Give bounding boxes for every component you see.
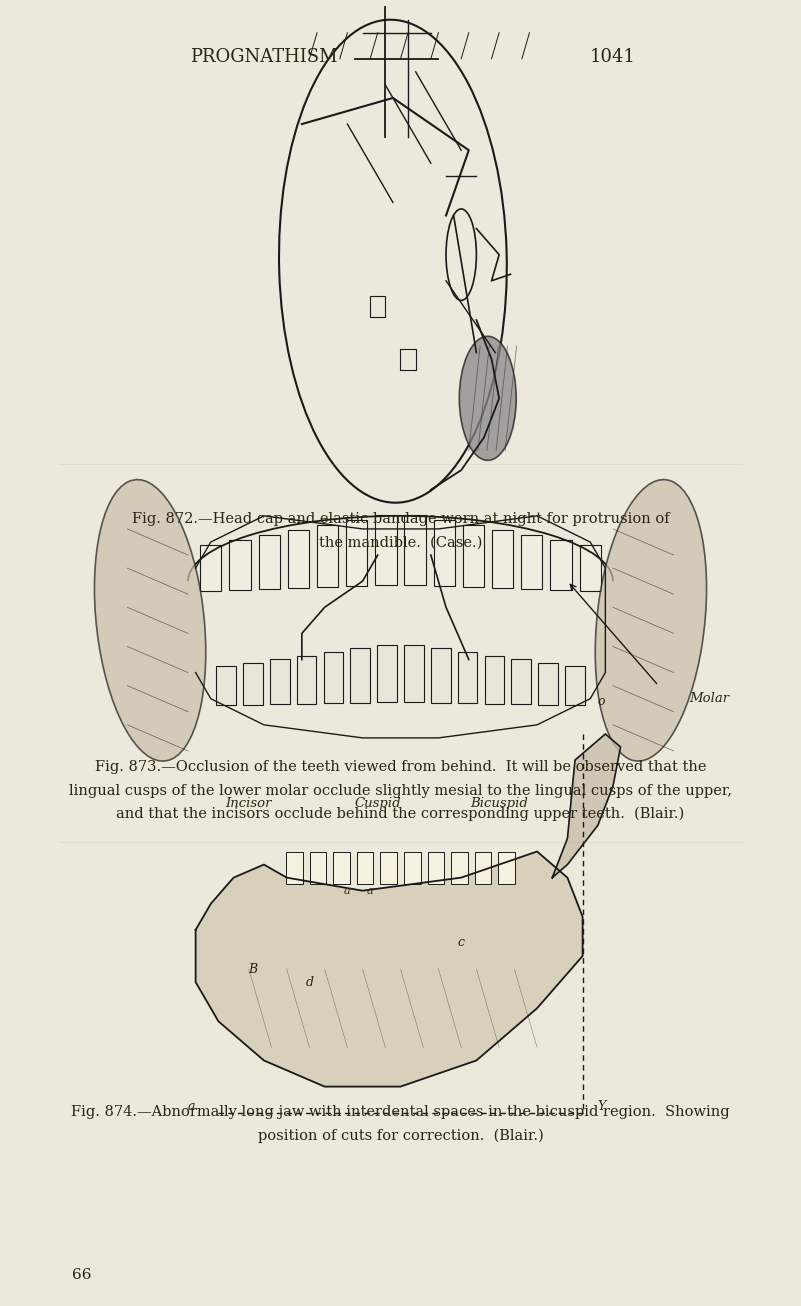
Bar [270,660,289,704]
Text: Cuspid: Cuspid [354,797,401,810]
Bar [377,645,397,703]
Bar [538,662,558,705]
Bar [512,660,531,704]
Text: o: o [598,695,606,708]
Polygon shape [552,734,621,878]
Text: Fig. 873.—Occlusion of the teeth viewed from behind.  It will be observed that t: Fig. 873.—Occlusion of the teeth viewed … [95,760,706,774]
Bar [492,530,513,588]
Text: a: a [344,885,351,896]
Text: Bicuspid: Bicuspid [470,797,528,810]
Bar [550,541,572,590]
Text: position of cuts for correction.  (Blair.): position of cuts for correction. (Blair.… [258,1128,543,1143]
Text: Incisor: Incisor [226,797,272,810]
Bar [259,535,280,589]
Bar [451,852,468,884]
Bar [380,852,397,884]
Bar [370,296,385,317]
Bar [356,852,373,884]
Bar [346,520,368,586]
Bar [309,852,326,884]
Ellipse shape [595,479,706,761]
Text: 66: 66 [72,1268,91,1282]
Bar [463,525,484,586]
Text: Fig. 872.—Head cap and elastic bandage worn at night for protrusion of: Fig. 872.—Head cap and elastic bandage w… [131,512,670,526]
Bar [324,652,344,703]
Bar [457,652,477,703]
Bar [229,541,251,590]
Text: a: a [367,885,373,896]
Bar [580,545,601,590]
Bar [286,852,303,884]
Text: c: c [457,936,465,949]
Text: Fig. 874.—Abnormally long jaw with interdental spaces in the bicuspid region.  S: Fig. 874.—Abnormally long jaw with inter… [71,1105,730,1119]
Bar [475,852,492,884]
Text: a: a [188,1100,195,1113]
Bar [521,535,542,589]
Bar [404,645,424,703]
Bar [288,530,309,588]
Bar [431,649,451,703]
Polygon shape [195,852,582,1087]
Text: Molar: Molar [689,692,729,705]
Bar [433,520,455,586]
Bar [428,852,445,884]
Bar [350,649,370,703]
Text: B: B [248,963,257,976]
Bar [566,666,585,705]
Bar [400,349,416,370]
Text: 1041: 1041 [590,48,636,67]
Ellipse shape [95,479,206,761]
Text: d: d [305,976,313,989]
Text: Y: Y [598,1100,606,1113]
Bar [485,656,505,704]
Bar [200,545,221,590]
Bar [216,666,235,705]
Text: the mandible.  (Case.): the mandible. (Case.) [319,535,482,550]
Bar [333,852,350,884]
Bar [296,656,316,704]
Ellipse shape [459,336,516,460]
Bar [243,662,263,705]
Text: PROGNATHISM: PROGNATHISM [190,48,338,67]
Bar [498,852,515,884]
Text: and that the incisors occlude behind the corresponding upper teeth.  (Blair.): and that the incisors occlude behind the… [116,807,685,821]
Bar [405,515,425,585]
Bar [317,525,338,586]
Text: lingual cusps of the lower molar occlude slightly mesial to the lingual cusps of: lingual cusps of the lower molar occlude… [69,784,732,798]
Bar [376,515,396,585]
Bar [404,852,421,884]
